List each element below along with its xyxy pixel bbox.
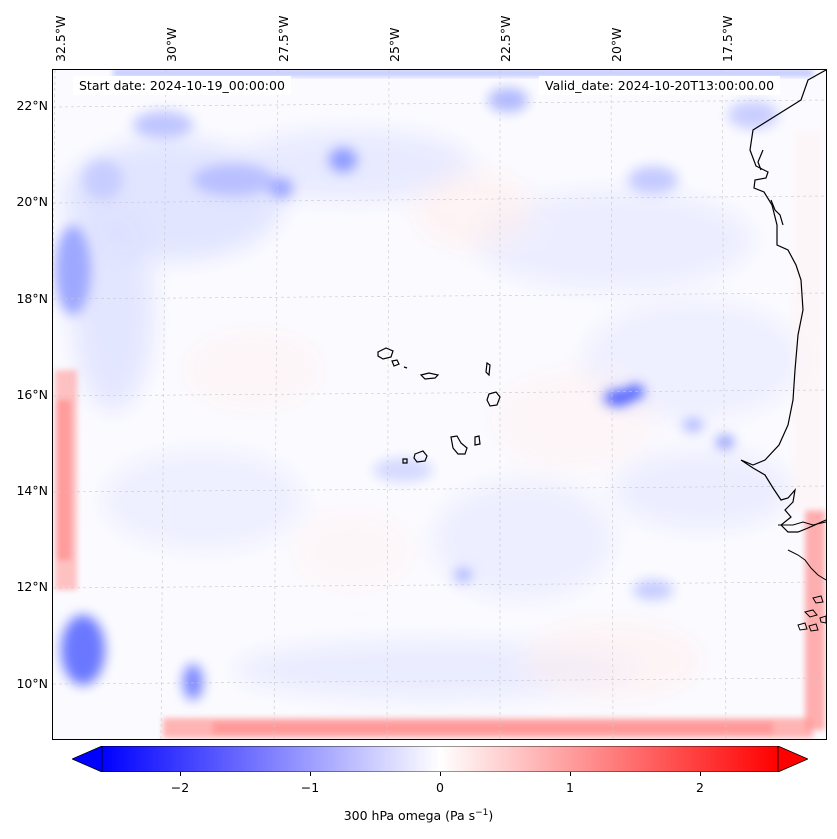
mauritania-coast-north <box>757 149 784 226</box>
omega-background-field <box>63 130 803 700</box>
guinea-bissau-coast <box>787 549 826 581</box>
omega-top-edge-strip <box>113 70 813 76</box>
omega-boundary-subsidence <box>55 130 825 738</box>
lon-label-30w: 30°W <box>164 27 179 62</box>
colorbar-tick-mark <box>310 772 311 776</box>
colorbar-extend-low <box>72 746 103 772</box>
west-africa-coastline <box>740 70 826 533</box>
colorbar-tick-mark <box>570 772 571 776</box>
island-santa-luzia <box>403 366 408 369</box>
cape-verde-islands <box>377 347 501 464</box>
map-gridlines <box>53 70 826 739</box>
lat-label-16n: 16°N <box>16 387 48 402</box>
island-maio <box>474 435 481 446</box>
lat-label-14n: 14°N <box>16 483 48 498</box>
colorbar-tick-mark <box>700 772 701 776</box>
island-brava <box>402 458 408 464</box>
island-sao-nicolau <box>419 372 440 380</box>
colorbar-extend-high <box>777 746 808 772</box>
lat-label-22n: 22°N <box>16 98 48 113</box>
island-boa-vista <box>486 391 501 407</box>
colorbar-tick-mark <box>180 772 181 776</box>
lon-label-27-5w: 27.5°W <box>276 15 291 62</box>
island-sao-vicente <box>391 359 400 367</box>
colorbar-tick-label: 0 <box>436 780 444 795</box>
colorbar-label: 300 hPa omega (Pa s−1) <box>343 808 494 824</box>
start-date-label: Start date: 2024-10-19_00:00:00 <box>73 76 291 95</box>
lat-label-18n: 18°N <box>16 291 48 306</box>
lon-label-17-5w: 17.5°W <box>720 15 735 62</box>
lon-label-22-5w: 22.5°W <box>498 15 513 62</box>
lon-label-20w: 20°W <box>609 27 624 62</box>
colorbar-tick-label: −1 <box>300 780 320 795</box>
lat-label-12n: 12°N <box>16 579 48 594</box>
island-santiago <box>450 435 468 455</box>
island-sal <box>485 361 491 377</box>
island-santo-antao <box>377 347 394 360</box>
lon-label-32-5w: 32.5°W <box>53 15 68 62</box>
lon-label-25w: 25°W <box>387 27 402 62</box>
omega-colorbar <box>72 746 808 772</box>
omega-ascent-features <box>55 88 778 700</box>
colorbar-gradient <box>101 746 779 772</box>
omega-field-map <box>53 70 826 739</box>
lat-label-10n: 10°N <box>16 676 48 691</box>
lat-label-20n: 20°N <box>16 194 48 209</box>
colorbar-tick-label: 2 <box>696 780 704 795</box>
colorbar-tick-label: 1 <box>566 780 574 795</box>
colorbar-tick-mark <box>440 772 441 776</box>
colorbar-tick-label: −2 <box>170 780 190 795</box>
bijagos-islands <box>797 595 826 632</box>
gambia-river-coast <box>778 521 826 526</box>
island-fogo <box>413 450 428 463</box>
valid-date-label: Valid_date: 2024-10-20T13:00:00.00 <box>539 76 781 95</box>
map-panel <box>52 69 827 740</box>
